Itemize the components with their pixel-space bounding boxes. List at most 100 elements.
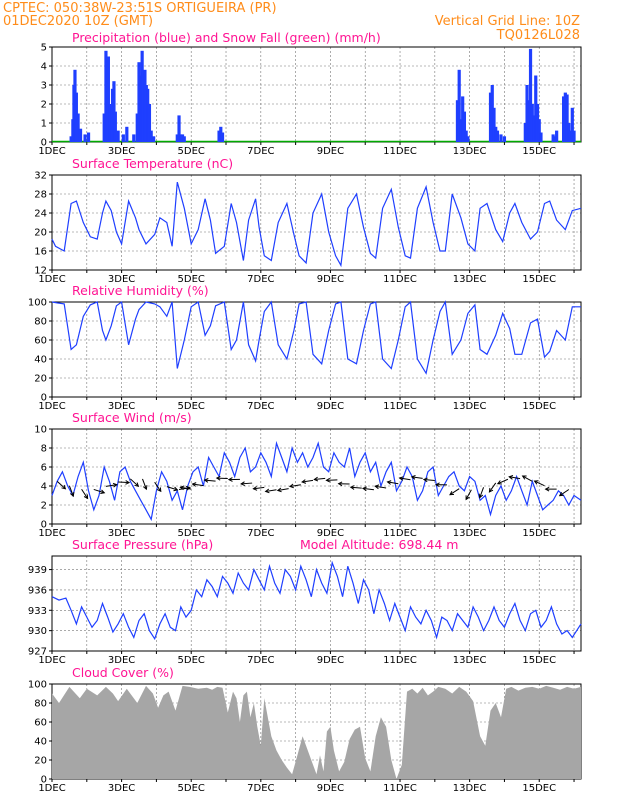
x-tick-label: 7DEC bbox=[247, 274, 274, 285]
x-tick-label: 13DEC bbox=[453, 655, 487, 666]
precip-bar bbox=[565, 94, 569, 142]
temperature-title: Surface Temperature (nC) bbox=[72, 156, 233, 171]
wind-arrow-head bbox=[288, 483, 294, 489]
x-tick-label: 13DEC bbox=[453, 783, 487, 794]
y-tick-label: 927 bbox=[28, 647, 47, 658]
y-tick-label: 12 bbox=[34, 266, 47, 277]
precip-bar bbox=[146, 88, 150, 142]
precip-bar bbox=[217, 130, 221, 142]
wind-arrow-head bbox=[544, 486, 550, 492]
wind-arrow-head bbox=[361, 486, 367, 492]
wind-arrow bbox=[534, 480, 545, 487]
x-tick-label: 13DEC bbox=[453, 274, 487, 285]
precip-bar bbox=[461, 96, 465, 142]
wind-arrow bbox=[489, 482, 497, 493]
wind-arrow bbox=[479, 487, 485, 498]
x-tick-label: 15DEC bbox=[522, 401, 556, 412]
precip-bar bbox=[532, 115, 536, 142]
precip-bar bbox=[553, 136, 557, 142]
wind-arrow bbox=[399, 477, 411, 481]
y-tick-label: 100 bbox=[28, 680, 47, 691]
wind-arrow-head bbox=[156, 487, 162, 493]
wind-arrow bbox=[289, 484, 301, 488]
precip-bar bbox=[539, 132, 543, 142]
x-tick-label: 3DEC bbox=[108, 274, 135, 285]
y-tick-label: 100 bbox=[28, 298, 47, 309]
wind-arrow-head bbox=[386, 480, 392, 485]
y-tick-label: 933 bbox=[28, 606, 47, 617]
wind-arrow-head bbox=[264, 488, 270, 494]
wind-arrow bbox=[192, 483, 204, 487]
x-tick-label: 11DEC bbox=[383, 528, 417, 539]
precip-bar bbox=[135, 113, 139, 142]
x-tick-label: 15DEC bbox=[522, 274, 556, 285]
precip-bar bbox=[568, 130, 573, 142]
wind-arrow bbox=[56, 481, 66, 490]
wind-arrow-head bbox=[449, 490, 455, 496]
x-tick-label: 3DEC bbox=[108, 528, 135, 539]
wind-arrow bbox=[277, 488, 289, 491]
wind-arrow bbox=[81, 488, 89, 499]
wind-arrow-head bbox=[112, 482, 118, 488]
precip-bar bbox=[152, 136, 156, 142]
precip-bar bbox=[455, 100, 460, 142]
precip-bar bbox=[464, 130, 468, 142]
x-tick-label: 5DEC bbox=[178, 146, 205, 157]
precip-bar bbox=[551, 134, 555, 142]
y-tick-label: 80 bbox=[34, 317, 47, 328]
x-tick-label: 1DEC bbox=[38, 146, 65, 157]
wind-arrow bbox=[509, 476, 521, 480]
wind-arrow bbox=[204, 479, 216, 482]
wind-arrow bbox=[302, 479, 314, 483]
wind-arrow-head bbox=[422, 477, 428, 483]
precip-bar bbox=[457, 69, 461, 142]
header-date: 01DEC2020 10Z (GMT) bbox=[3, 14, 153, 29]
y-tick-label: 28 bbox=[34, 190, 47, 201]
x-tick-label: 9DEC bbox=[317, 274, 344, 285]
precip-bar bbox=[121, 134, 125, 142]
y-tick-label: 0 bbox=[41, 138, 47, 149]
y-tick-label: 939 bbox=[28, 565, 47, 576]
precip-bar bbox=[572, 130, 576, 142]
x-tick-label: 1DEC bbox=[38, 274, 65, 285]
wind-arrow bbox=[68, 485, 74, 497]
model-altitude-label: Model Altitude: 698.44 m bbox=[300, 537, 458, 552]
precip-bar bbox=[499, 134, 503, 142]
y-tick-label: 60 bbox=[34, 336, 47, 347]
precip-bar bbox=[83, 134, 87, 142]
y-tick-label: 5 bbox=[41, 43, 47, 54]
y-tick-label: 20 bbox=[34, 374, 47, 385]
precip-bar bbox=[490, 85, 494, 142]
wind-arrow-head bbox=[465, 495, 470, 501]
x-tick-label: 3DEC bbox=[108, 655, 135, 666]
panel-frame bbox=[51, 46, 582, 143]
header-station: CPTEC: 050:38W-23:51S ORTIGUEIRA (PR) bbox=[3, 1, 277, 16]
wind-arrow bbox=[522, 475, 533, 482]
x-tick-label: 7DEC bbox=[247, 655, 274, 666]
precip-bar bbox=[76, 113, 80, 142]
pressure-line bbox=[51, 560, 582, 641]
x-tick-label: 9DEC bbox=[317, 528, 344, 539]
y-tick-label: 930 bbox=[28, 626, 47, 637]
precip-bar bbox=[528, 48, 533, 142]
precip-bar bbox=[220, 132, 225, 142]
wind-speed-line bbox=[51, 440, 582, 522]
precip-bar bbox=[78, 128, 83, 142]
x-tick-label: 11DEC bbox=[383, 401, 417, 412]
wind-arrow bbox=[423, 479, 435, 482]
y-tick-label: 40 bbox=[34, 737, 47, 748]
x-tick-label: 15DEC bbox=[522, 146, 556, 157]
wind-arrow-head bbox=[434, 482, 440, 488]
x-tick-label: 9DEC bbox=[317, 655, 344, 666]
wind-arrow-head bbox=[142, 485, 148, 491]
y-tick-label: 8 bbox=[41, 444, 47, 455]
precip-bar bbox=[561, 96, 566, 142]
y-tick-label: 40 bbox=[34, 355, 47, 366]
cloud-cover-area bbox=[52, 685, 581, 779]
panel-frame bbox=[51, 428, 582, 525]
wind-arrow-head bbox=[179, 485, 185, 491]
x-tick-label: 5DEC bbox=[178, 528, 205, 539]
y-tick-label: 60 bbox=[34, 718, 47, 729]
precip-bar bbox=[177, 115, 181, 142]
precip-bar bbox=[570, 107, 574, 142]
